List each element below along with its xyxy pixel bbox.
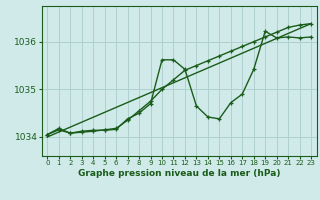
X-axis label: Graphe pression niveau de la mer (hPa): Graphe pression niveau de la mer (hPa)	[78, 169, 280, 178]
